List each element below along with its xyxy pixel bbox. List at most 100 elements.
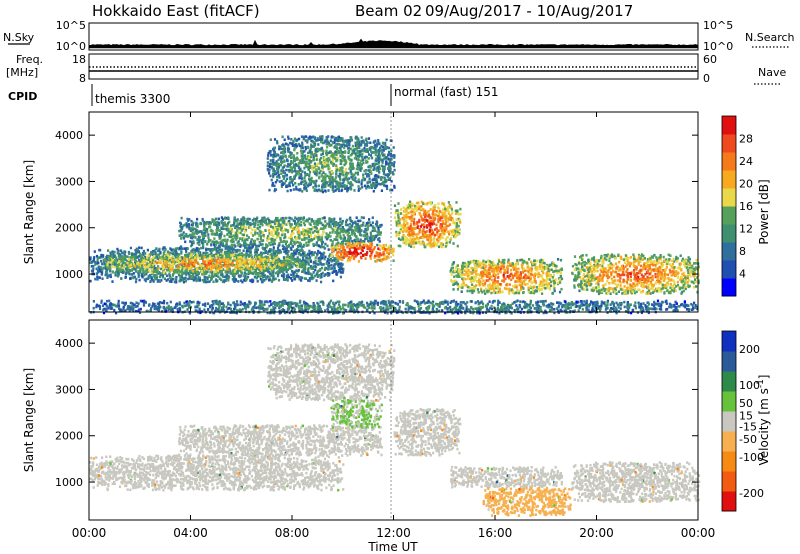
range-cell <box>369 247 372 250</box>
range-cell <box>115 268 119 272</box>
range-cell <box>256 275 259 278</box>
range-cell <box>331 243 334 246</box>
range-cell <box>180 256 184 260</box>
range-cell <box>291 265 294 269</box>
range-cell <box>201 217 204 221</box>
range-cell <box>290 254 293 258</box>
range-cell <box>388 171 391 175</box>
range-cell <box>184 279 187 283</box>
range-cell <box>314 225 317 229</box>
nave-tick-top: 60 <box>703 53 717 66</box>
range-cell <box>253 239 256 243</box>
range-cell <box>154 266 157 270</box>
range-cell <box>243 243 247 247</box>
range-cell <box>352 257 356 261</box>
range-cell <box>231 264 234 267</box>
range-cell <box>223 234 226 238</box>
range-cell <box>190 253 193 256</box>
range-cell <box>216 269 219 272</box>
range-cell <box>156 249 159 253</box>
range-cell <box>377 141 380 144</box>
range-cell <box>266 161 269 164</box>
range-cell <box>338 172 341 176</box>
range-cell <box>106 254 109 258</box>
range-cell <box>347 186 350 190</box>
range-cell <box>313 140 316 144</box>
range-cell <box>201 256 204 260</box>
range-cell <box>327 274 330 277</box>
range-cell <box>367 180 370 184</box>
range-cell <box>353 157 356 160</box>
range-cell <box>347 155 350 159</box>
range-cell <box>363 156 366 159</box>
range-cell <box>344 159 347 162</box>
range-cell <box>209 225 212 228</box>
range-cell <box>353 234 356 237</box>
range-cell <box>285 240 289 243</box>
range-cell <box>362 242 365 245</box>
range-cell <box>261 243 264 246</box>
range-cell <box>360 140 363 143</box>
range-cell <box>330 175 333 179</box>
range-cell <box>289 224 292 228</box>
range-cell <box>301 217 304 220</box>
range-cell <box>191 226 194 229</box>
range-cell <box>206 221 209 224</box>
range-cell <box>249 279 253 283</box>
range-cell <box>180 263 183 267</box>
range-cell <box>336 169 339 172</box>
range-cell <box>260 221 263 225</box>
range-cell <box>288 259 291 263</box>
range-cell <box>220 227 223 231</box>
range-cell <box>297 183 300 186</box>
range-cell <box>220 231 223 234</box>
range-cell <box>335 262 338 266</box>
range-cell <box>282 155 285 159</box>
range-cell <box>391 163 394 167</box>
range-cell <box>197 230 200 234</box>
range-cell <box>337 222 340 225</box>
range-cell <box>310 145 313 149</box>
range-cell <box>197 250 200 253</box>
range-cell <box>202 228 205 231</box>
range-cell <box>295 249 298 253</box>
range-cell <box>371 248 374 252</box>
range-cell <box>253 275 256 279</box>
range-cell <box>275 160 278 163</box>
range-cell <box>240 259 243 262</box>
range-cell <box>378 259 381 262</box>
range-cell <box>315 179 318 183</box>
range-cell <box>221 244 224 248</box>
range-cell <box>171 274 174 277</box>
range-cell <box>375 143 378 147</box>
range-cell <box>321 263 324 266</box>
range-cell <box>272 248 275 252</box>
range-cell <box>258 241 261 244</box>
range-cell <box>312 242 315 246</box>
range-cell <box>217 267 220 270</box>
range-cell <box>208 221 211 224</box>
range-cell <box>304 260 307 263</box>
range-cell <box>206 277 209 281</box>
nsky-trace <box>88 38 699 49</box>
range-cell <box>342 237 345 240</box>
range-cell <box>286 148 290 152</box>
range-cell <box>124 261 127 265</box>
range-cell <box>380 259 383 263</box>
range-cell <box>111 280 114 283</box>
range-cell <box>309 265 312 268</box>
range-cell <box>143 263 147 267</box>
range-cell <box>260 269 263 272</box>
range-cell <box>322 149 325 153</box>
range-cell <box>232 253 235 256</box>
range-cell <box>213 248 216 251</box>
range-cell <box>315 139 318 142</box>
range-cell <box>334 257 337 260</box>
range-cell <box>283 220 286 224</box>
range-cell <box>246 234 249 237</box>
range-cell <box>111 259 114 262</box>
range-cell <box>210 243 213 247</box>
range-cell <box>315 262 318 266</box>
range-cell <box>197 272 201 275</box>
range-cell <box>283 250 286 253</box>
